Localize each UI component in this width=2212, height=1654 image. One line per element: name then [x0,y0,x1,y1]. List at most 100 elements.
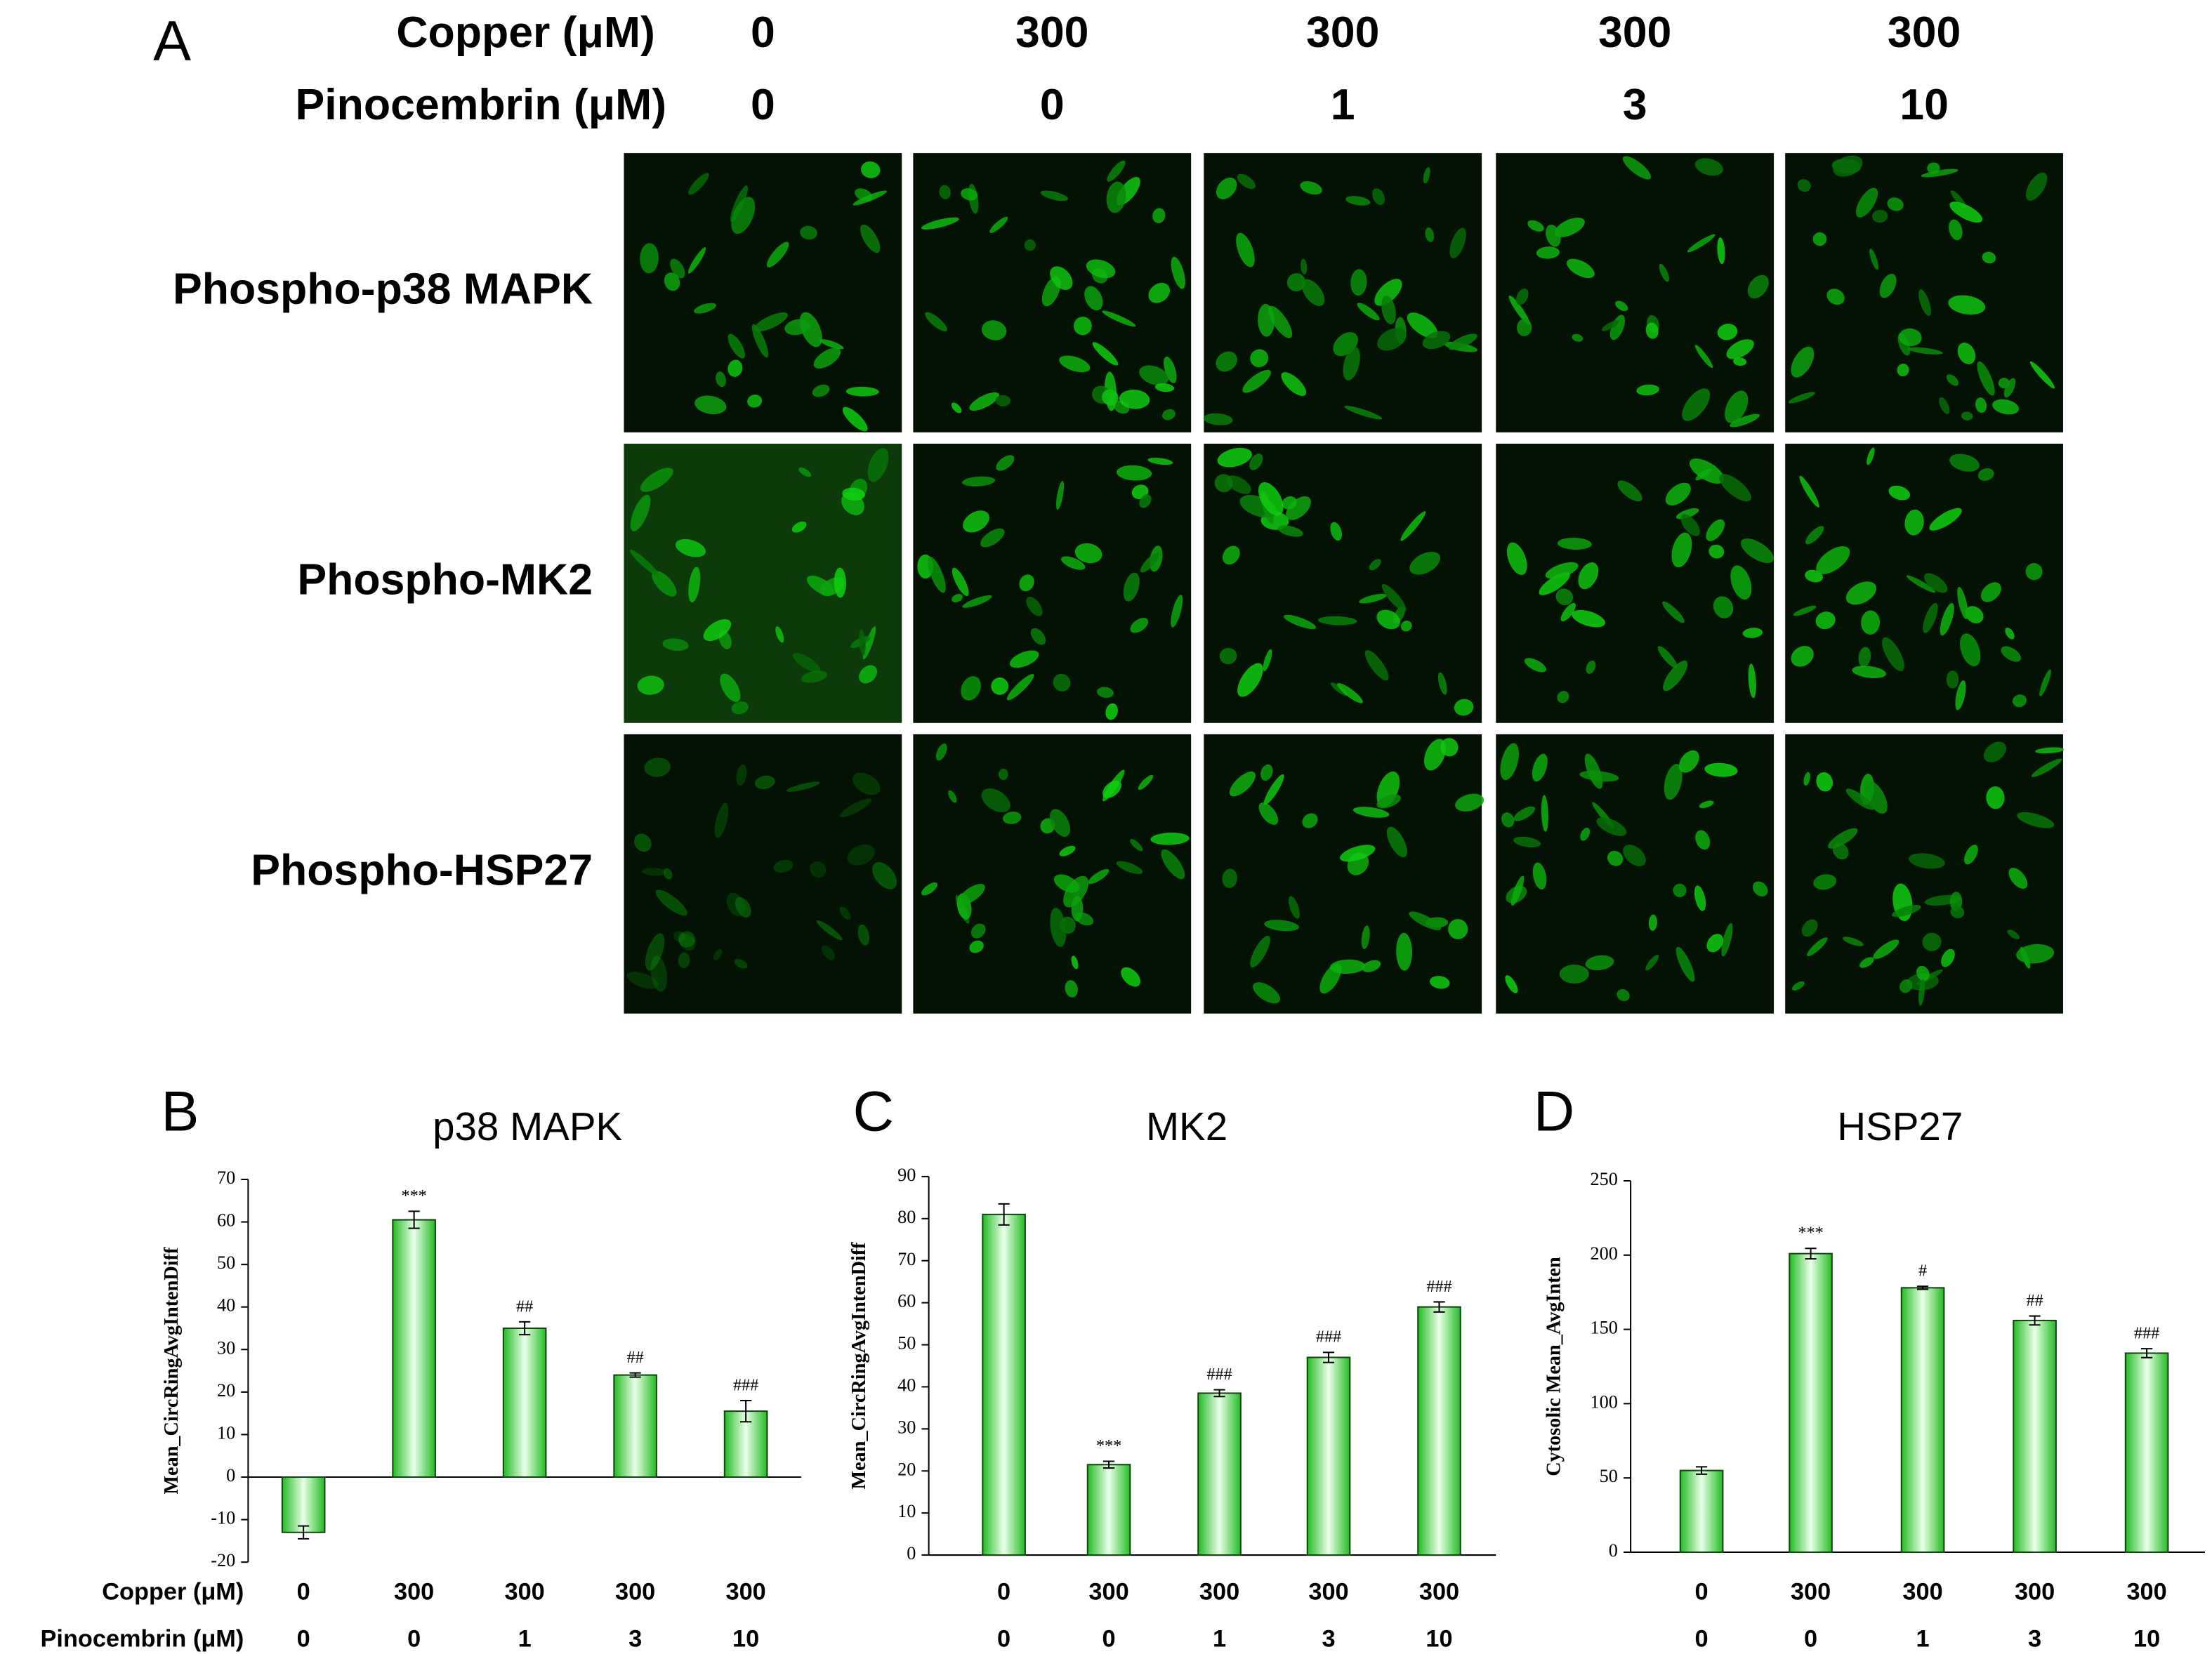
panel-letter: C [853,1080,894,1143]
x-category-label: 0 [297,1579,310,1606]
micrograph [1204,734,1484,1014]
cell [1003,812,1022,824]
cell [1286,273,1306,292]
cell [1596,817,1627,836]
bar [2013,1319,2057,1554]
cell [1982,251,1996,264]
cell [1891,904,1921,918]
cell [834,567,847,598]
cell [1748,663,1756,699]
micrograph-background [1496,153,1775,432]
cell [1871,209,1888,223]
cell [952,594,963,602]
cell [1916,965,1930,981]
cell [688,173,709,195]
cell [872,862,897,889]
micrograph-background [913,444,1192,723]
cell [1430,976,1450,989]
cell [716,371,726,388]
pinocembrin-value: 10 [1900,80,1949,129]
cell [1861,610,1881,635]
x-category-label: 1 [1916,1625,1930,1652]
cell [1343,347,1360,381]
cell [1721,922,1733,957]
cell [2007,929,2020,939]
cell [859,665,878,684]
panel-letter: B [162,1080,199,1143]
chart-title: MK2 [1146,1104,1227,1149]
cell [1864,780,1888,814]
cell [1162,409,1176,421]
cell [1361,925,1370,949]
cell [1263,774,1284,805]
y-axis-label: Mean_CircRingAvgIntenDiff [161,1247,183,1495]
cell [1918,979,1925,1006]
cell [1301,279,1325,307]
significance-label: ### [1206,1365,1232,1384]
cell [1799,475,1819,508]
cell [1086,259,1116,279]
y-tick-label: 90 [897,1165,916,1185]
cell [935,743,947,761]
micrograph [624,444,902,723]
cell [775,626,784,643]
copper-value: 300 [1306,8,1379,57]
error-bar [2141,1348,2153,1358]
cell [1609,315,1626,340]
cell [957,884,985,906]
cell [1965,606,1984,624]
cell [663,868,673,880]
cell [1717,324,1738,340]
cell [766,242,789,267]
error-bar [1695,1466,1708,1475]
cell [1939,397,1950,414]
cell [791,521,807,533]
cell [1842,937,1864,946]
cell [2003,378,2016,398]
cell [1545,562,1579,579]
cell [640,468,673,492]
cell [1869,249,1879,270]
cell [1580,828,1591,841]
cell [1805,569,1823,583]
cell [673,930,685,942]
cell [694,395,727,415]
y-tick-label: 50 [1600,1466,1618,1486]
cell [1793,605,1817,616]
cell [1664,764,1683,800]
cell [629,549,659,576]
cell [786,781,820,792]
cell [1536,246,1560,259]
error-bar [629,1372,641,1378]
y-axis-label: Cytosolic Mean_AvgInten [1543,1257,1565,1476]
cell [1381,583,1407,611]
cell [1907,347,1943,355]
cell [1557,691,1569,703]
cell [842,406,868,432]
cell [813,348,841,369]
cell [798,467,811,477]
error-bar [1102,1460,1115,1469]
cell [652,570,677,597]
cell [734,958,748,969]
cell [1741,538,1775,563]
cell [687,247,706,274]
cell [1906,575,1936,593]
copper-value: 0 [751,8,775,57]
cell [1904,509,1924,536]
cell [845,386,879,397]
cell [1882,637,1904,672]
cell [1138,774,1154,790]
cell [1289,896,1300,919]
cell [1579,770,1619,782]
cell [1694,345,1713,369]
error-bar [1433,1301,1445,1313]
cell [1812,232,1827,246]
cell [989,216,1008,233]
cell [1699,800,1714,809]
cell [991,677,1009,695]
cell [847,844,875,866]
cell [1147,457,1173,465]
cell [753,312,789,332]
column-header-label: Copper (μM) [396,8,655,57]
